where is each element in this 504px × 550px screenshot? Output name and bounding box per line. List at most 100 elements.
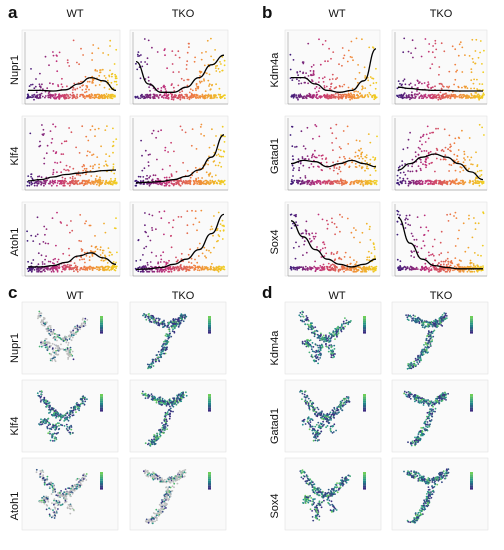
cell-point	[457, 160, 460, 163]
cell-point	[219, 268, 222, 271]
cell-point	[173, 269, 176, 272]
cell-point	[192, 179, 195, 182]
cell-point	[408, 214, 411, 217]
cell-point	[346, 267, 349, 270]
cell-point	[163, 322, 166, 325]
cell-point	[55, 352, 57, 354]
cell-point	[347, 143, 350, 145]
cell-point	[357, 90, 359, 93]
cell-point	[61, 265, 64, 268]
cell-point	[113, 172, 116, 175]
cell-point	[89, 165, 92, 168]
cell-point	[360, 153, 363, 156]
cell-point	[111, 72, 114, 75]
cell-point	[39, 316, 42, 318]
cell-point	[154, 174, 157, 177]
cell-point	[140, 139, 143, 142]
cell-point	[73, 332, 76, 335]
cell-point	[421, 143, 423, 146]
cell-point	[82, 325, 85, 328]
cell-point	[312, 235, 315, 238]
cell-point	[90, 95, 92, 98]
cell-point	[429, 181, 432, 184]
cell-point	[350, 269, 353, 272]
cell-point	[305, 230, 308, 232]
cell-point	[402, 177, 405, 180]
cell-point	[40, 181, 43, 184]
cell-point	[45, 328, 47, 330]
cell-point	[308, 183, 311, 186]
cell-point	[83, 251, 86, 254]
cell-point	[65, 341, 68, 344]
cell-point	[161, 270, 163, 273]
cell-point	[188, 261, 190, 264]
cell-point	[352, 270, 355, 273]
cell-point	[153, 93, 156, 96]
cell-point	[103, 97, 106, 100]
cell-point	[166, 67, 169, 70]
cell-point	[482, 212, 485, 215]
cell-point	[346, 217, 349, 220]
cell-point	[79, 174, 82, 177]
cell-point	[221, 69, 224, 72]
cell-point	[205, 256, 208, 259]
cell-point	[41, 95, 44, 98]
cell-point	[46, 326, 49, 329]
cell-point	[76, 265, 79, 268]
cell-point	[374, 157, 377, 159]
cell-point	[38, 83, 41, 86]
cell-point	[291, 178, 293, 181]
cell-point	[107, 54, 110, 56]
cell-point	[358, 164, 361, 167]
cell-point	[72, 39, 75, 42]
cell-point	[33, 184, 36, 187]
cell-point	[321, 43, 324, 46]
cell-point	[179, 265, 182, 268]
cell-point	[312, 153, 314, 156]
cell-point	[79, 95, 81, 98]
cell-point	[470, 94, 473, 96]
cell-point	[168, 181, 171, 184]
cell-point	[308, 166, 311, 169]
cell-point	[347, 49, 350, 52]
pseudotime-plot-a-Atoh1-WT	[21, 201, 121, 277]
cell-point	[424, 163, 427, 166]
cell-point	[38, 269, 41, 271]
cell-point	[464, 95, 467, 98]
cell-point	[341, 216, 344, 218]
cell-point	[459, 93, 462, 96]
cell-point	[311, 74, 314, 77]
cell-point	[91, 154, 93, 157]
cell-point	[405, 217, 407, 220]
cell-point	[172, 328, 174, 331]
cell-point	[294, 257, 297, 260]
cell-point	[101, 265, 104, 268]
cell-point	[68, 65, 71, 67]
cell-point	[79, 267, 82, 270]
cell-point	[46, 329, 49, 331]
cell-point	[49, 353, 52, 356]
cell-point	[443, 93, 446, 95]
cell-point	[315, 180, 318, 183]
cell-point	[82, 179, 85, 182]
cell-point	[457, 136, 460, 139]
cell-point	[479, 40, 482, 42]
cell-point	[331, 78, 334, 80]
cell-point	[415, 93, 418, 96]
cell-point	[440, 82, 442, 85]
cell-point	[35, 91, 38, 94]
cell-point	[40, 176, 43, 179]
cell-point	[368, 266, 370, 269]
cell-point	[316, 268, 319, 270]
cell-point	[343, 256, 346, 258]
cell-point	[354, 162, 357, 165]
cell-point	[56, 267, 58, 270]
cell-point	[188, 98, 191, 101]
cell-point	[343, 83, 346, 86]
cell-point	[476, 164, 479, 166]
cell-point	[111, 145, 114, 148]
cell-point	[290, 213, 293, 216]
cell-point	[27, 95, 30, 98]
cell-point	[178, 71, 180, 73]
cell-point	[470, 87, 472, 90]
